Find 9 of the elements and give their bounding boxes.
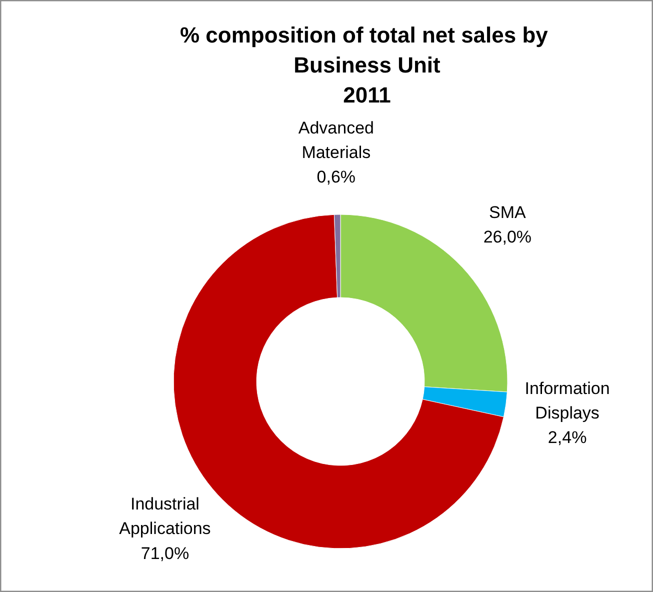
data-label: 2,4% bbox=[548, 428, 587, 448]
data-label: 26,0% bbox=[483, 228, 532, 247]
data-label: 0,6% bbox=[316, 168, 356, 187]
data-label: 71,0% bbox=[140, 544, 190, 563]
slice-label: Industrial Applications bbox=[119, 494, 211, 538]
chart-title: % composition of total net sales by Business Unit 2011 bbox=[180, 22, 549, 108]
slice-label: SMA bbox=[489, 202, 527, 222]
slice-label: Information Displays bbox=[524, 378, 610, 423]
slice-label: Advanced Materials bbox=[298, 118, 374, 162]
